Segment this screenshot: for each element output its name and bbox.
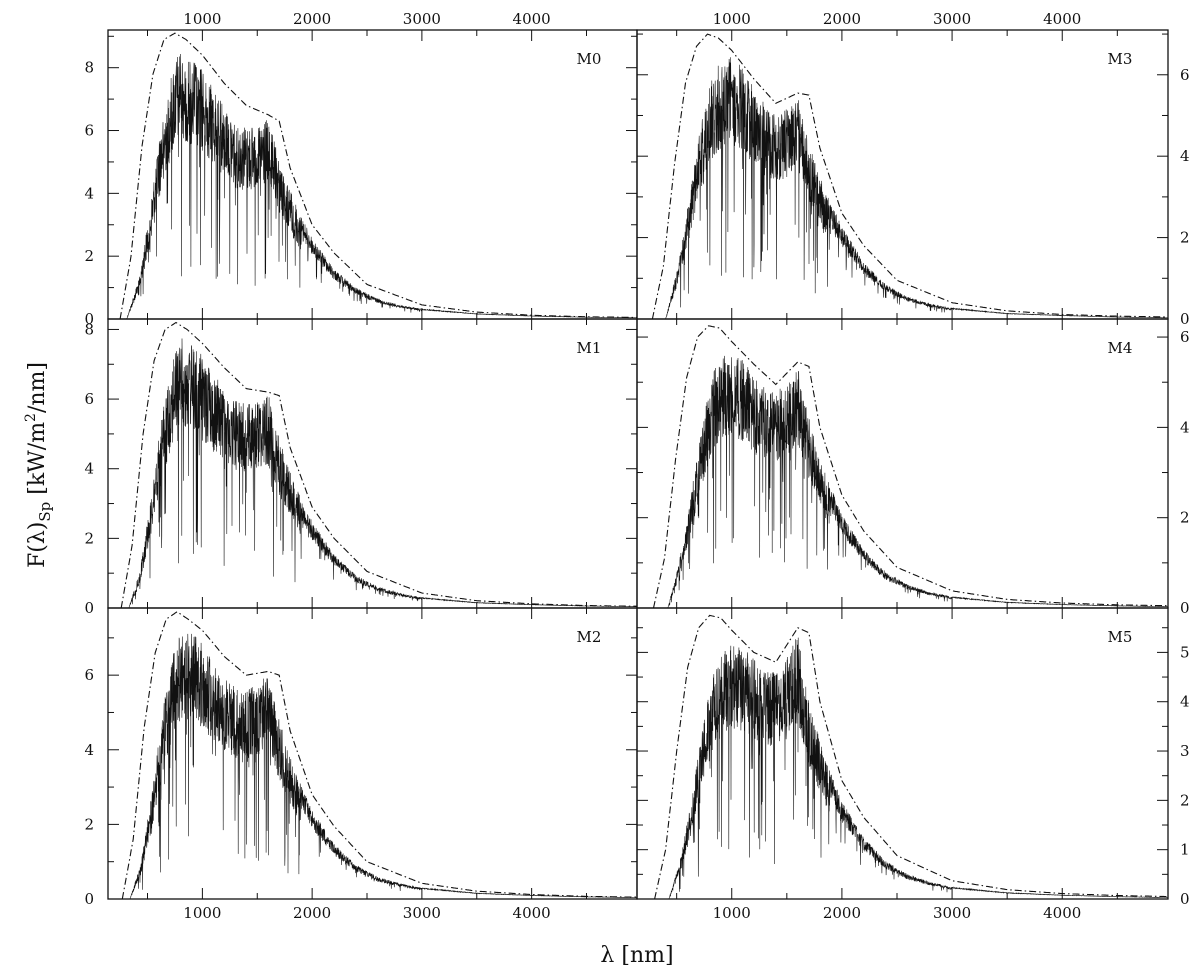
y-tick-label: 4 bbox=[1180, 418, 1190, 436]
x-tick-label: 1000 bbox=[183, 10, 221, 28]
y-tick-label: 1 bbox=[1180, 841, 1190, 859]
y-tick-label: 4 bbox=[84, 741, 94, 759]
panel-label-m2: M2 bbox=[577, 628, 602, 646]
absorption-spectrum-line bbox=[667, 355, 1168, 609]
y-tick-label: 0 bbox=[84, 310, 94, 328]
panel-label-m1: M1 bbox=[577, 339, 602, 357]
x-tick-label: 3000 bbox=[933, 10, 971, 28]
y-tick-label: 6 bbox=[84, 122, 94, 140]
y-tick-label: 8 bbox=[84, 320, 94, 338]
y-axis-title: F(λ)Sp [kW/m2/nm] bbox=[23, 362, 54, 568]
y-tick-label: 0 bbox=[84, 599, 94, 617]
y-tick-label: 2 bbox=[1180, 509, 1190, 527]
y-axis-title-main: F(λ) bbox=[25, 522, 50, 568]
panel-label-m4: M4 bbox=[1108, 339, 1133, 357]
y-axis-title-subscript: Sp bbox=[36, 502, 54, 522]
blackbody-reference-curve bbox=[119, 32, 637, 320]
y-tick-label: 4 bbox=[84, 184, 94, 202]
y-tick-label: 6 bbox=[1180, 328, 1190, 346]
x-tick-label: 1000 bbox=[713, 904, 751, 922]
y-tick-label: 6 bbox=[84, 390, 94, 408]
y-tick-label: 2 bbox=[84, 815, 94, 833]
y-tick-label: 6 bbox=[1180, 66, 1190, 84]
y-tick-label: 2 bbox=[84, 529, 94, 547]
absorption-spectrum-line bbox=[126, 53, 637, 320]
y-tick-label: 0 bbox=[1180, 599, 1190, 617]
panel-m3: 1000 2000 3000 4000 0 2 4 6 M3 bbox=[636, 10, 1190, 328]
x-axis-title: λ [nm] bbox=[600, 943, 673, 968]
blackbody-reference-curve bbox=[651, 33, 1169, 320]
x-tick-label: 1000 bbox=[183, 904, 221, 922]
blackbody-reference-curve bbox=[120, 321, 638, 609]
x-tick-label: 2000 bbox=[823, 10, 861, 28]
x-tick-label: 4000 bbox=[1043, 904, 1081, 922]
y-tick-label: 0 bbox=[1180, 890, 1190, 908]
y-tick-label: 2 bbox=[1180, 229, 1190, 247]
x-tick-label: 4000 bbox=[1043, 10, 1081, 28]
x-tick-label: 3000 bbox=[403, 10, 441, 28]
x-tick-label: 2000 bbox=[293, 904, 331, 922]
panel-m5: 1000 2000 3000 4000 0 1 2 3 4 5 M5 bbox=[636, 607, 1190, 922]
y-tick-label: 2 bbox=[1180, 791, 1190, 809]
absorption-spectrum-line bbox=[128, 338, 638, 609]
panel-label-m5: M5 bbox=[1108, 628, 1133, 646]
absorption-spectrum-line bbox=[665, 57, 1168, 320]
y-tick-label: 0 bbox=[1180, 310, 1190, 328]
x-tick-label: 4000 bbox=[513, 10, 551, 28]
y-tick-label: 2 bbox=[84, 247, 94, 265]
x-tick-label: 4000 bbox=[513, 904, 551, 922]
panel-frame bbox=[636, 607, 1169, 900]
absorption-spectrum-line bbox=[668, 637, 1169, 900]
y-tick-label: 8 bbox=[84, 59, 94, 77]
x-tick-label: 2000 bbox=[293, 10, 331, 28]
y-axis-title-unit: [kW/m bbox=[25, 422, 50, 502]
panel-m4: 0 2 4 6 M4 bbox=[636, 318, 1190, 617]
y-axis-title-superscript: 2 bbox=[23, 413, 39, 422]
panel-label-m3: M3 bbox=[1108, 50, 1133, 68]
y-tick-label: 0 bbox=[84, 890, 94, 908]
panel-label-m0: M0 bbox=[577, 50, 602, 68]
y-tick-label: 4 bbox=[1180, 693, 1190, 711]
y-tick-label: 3 bbox=[1180, 742, 1190, 760]
x-tick-label: 3000 bbox=[403, 904, 441, 922]
panel-m2: 1000 2000 3000 4000 0 2 4 6 M2 bbox=[84, 607, 638, 922]
x-tick-label: 3000 bbox=[933, 904, 971, 922]
y-axis-title-end: /nm] bbox=[25, 362, 50, 413]
y-tick-label: 5 bbox=[1180, 643, 1190, 661]
y-tick-label: 4 bbox=[84, 460, 94, 478]
y-tick-label: 6 bbox=[84, 666, 94, 684]
x-tick-label: 2000 bbox=[823, 904, 861, 922]
x-tick-label: 1000 bbox=[713, 10, 751, 28]
absorption-spectrum-line bbox=[129, 633, 637, 900]
y-tick-label: 4 bbox=[1180, 147, 1190, 165]
blackbody-reference-curve bbox=[121, 611, 637, 900]
